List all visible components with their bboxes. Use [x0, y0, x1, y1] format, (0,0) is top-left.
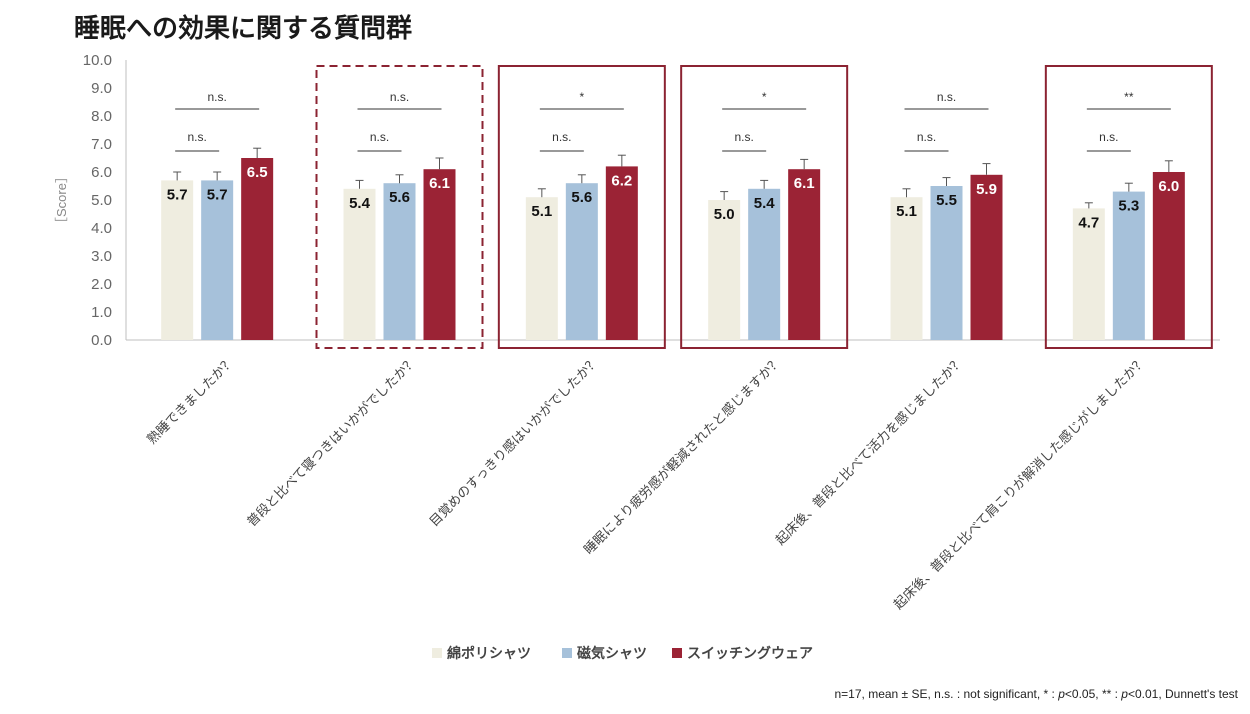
data-label: 6.1 — [429, 175, 450, 192]
x-tick-label: 起床後、普段と比べて活力を感じましたか？ — [773, 354, 968, 549]
page-title: 睡眠への効果に関する質問群 — [74, 14, 413, 44]
y-axis-label: ［Score］ — [54, 170, 69, 230]
bar — [383, 183, 416, 340]
data-label: 5.5 — [936, 192, 957, 209]
data-label: 5.1 — [531, 203, 552, 220]
bar — [1072, 208, 1105, 340]
bar — [1152, 172, 1185, 340]
highlight-box — [497, 65, 666, 349]
data-label: 5.7 — [167, 186, 188, 203]
significance-label: n.s. — [390, 90, 409, 104]
y-tick-label: 7.0 — [91, 136, 112, 153]
legend-label: スイッチングウェア — [687, 645, 813, 662]
y-tick-label: 8.0 — [91, 108, 112, 125]
data-label: 5.6 — [389, 189, 410, 206]
data-label: 5.6 — [571, 189, 592, 206]
bar — [930, 186, 963, 340]
y-tick-label: 0.0 — [91, 332, 112, 349]
bar — [970, 174, 1003, 340]
significance-label: n.s. — [734, 130, 753, 144]
legend-swatch — [672, 648, 682, 658]
bar — [343, 188, 376, 340]
data-label: 5.3 — [1118, 198, 1139, 215]
footnote-text: <0.01, Dunnett's test — [1127, 687, 1238, 701]
data-label: 6.0 — [1158, 178, 1179, 195]
significance-label: n.s. — [552, 130, 571, 144]
bar — [748, 188, 781, 340]
y-tick-label: 1.0 — [91, 304, 112, 321]
y-tick-label: 3.0 — [91, 248, 112, 265]
data-label: 5.4 — [754, 195, 776, 212]
footnote-p: p — [1121, 687, 1128, 701]
data-label: 6.2 — [611, 172, 632, 189]
bar — [565, 183, 598, 340]
bar — [241, 158, 274, 340]
significance-label: ** — [1124, 90, 1134, 104]
highlight-box — [1044, 65, 1213, 349]
significance-label: n.s. — [917, 130, 936, 144]
footnote-p: p — [1058, 687, 1065, 701]
x-tick-label: 熟睡できましたか？ — [144, 354, 238, 448]
bar — [1112, 191, 1145, 340]
legend-label: 磁気シャツ — [577, 645, 647, 662]
data-label: 5.0 — [714, 206, 735, 223]
footnote-text: <0.05, ** : — [1064, 687, 1122, 701]
bar — [161, 180, 194, 340]
bar — [605, 166, 638, 340]
x-tick-label: 目覚めのすっきり感はいかがでしたか？ — [426, 354, 602, 530]
legend-label: 綿ポリシャツ — [447, 645, 531, 662]
legend-swatch — [432, 648, 442, 658]
data-label: 5.9 — [976, 181, 997, 198]
y-tick-label: 4.0 — [91, 220, 112, 237]
bar — [525, 197, 558, 340]
bar — [201, 180, 234, 340]
data-label: 4.7 — [1078, 214, 1099, 231]
bar — [708, 200, 741, 340]
y-tick-label: 9.0 — [91, 80, 112, 97]
significance-label: n.s. — [370, 130, 389, 144]
bar-chart: 0.0 1.0 2.0 3.0 4.0 5.0 6.0 7.0 8.0 9.0 10.0 ［Score… — [54, 52, 1220, 662]
y-tick-label: 6.0 — [91, 164, 112, 181]
x-tick-label: 睡眠により疲労感が軽減されたと感じますか？ — [581, 354, 785, 558]
y-tick-label: 5.0 — [91, 192, 112, 209]
y-tick-label: 2.0 — [91, 276, 112, 293]
highlight-box — [680, 65, 849, 349]
data-label: 5.1 — [896, 203, 917, 220]
footnote: n=17, mean ± SE, n.s. : not significant,… — [835, 687, 1239, 701]
data-label: 5.4 — [349, 195, 371, 212]
significance-label: * — [762, 90, 767, 104]
significance-label: n.s. — [937, 90, 956, 104]
legend-swatch — [562, 648, 572, 658]
x-tick-label: 普段と比べて寝つきはいかがでしたか？ — [244, 354, 420, 530]
data-label: 6.1 — [794, 175, 815, 192]
y-tick-label: 10.0 — [83, 52, 112, 69]
bar — [890, 197, 923, 340]
significance-label: n.s. — [187, 130, 206, 144]
footnote-text: n=17, mean ± SE, n.s. : not significant,… — [834, 687, 1059, 701]
significance-label: * — [579, 90, 584, 104]
significance-label: n.s. — [1099, 130, 1118, 144]
significance-label: n.s. — [207, 90, 226, 104]
bar — [788, 169, 821, 340]
bar — [423, 169, 456, 340]
data-label: 6.5 — [247, 164, 268, 181]
data-label: 5.7 — [207, 186, 228, 203]
highlight-box — [315, 65, 484, 349]
